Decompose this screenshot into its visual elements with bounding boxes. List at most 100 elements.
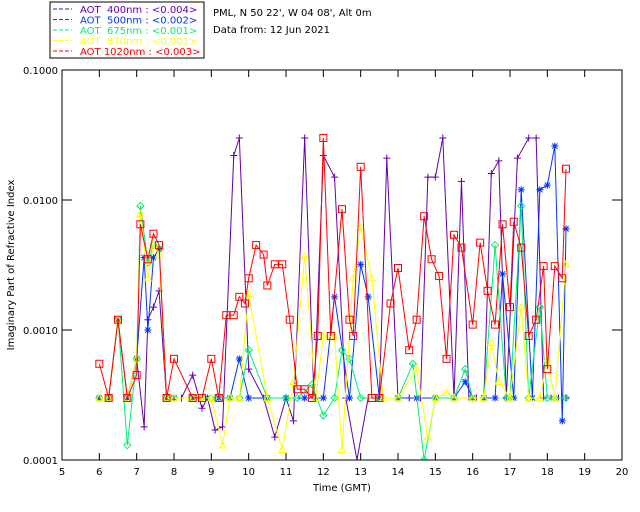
x-tick-label: 17 bbox=[504, 467, 517, 478]
triangle-marker bbox=[154, 250, 164, 258]
square-marker bbox=[155, 241, 164, 250]
diamond-marker bbox=[207, 393, 216, 403]
plus-marker bbox=[211, 426, 219, 434]
plus-marker bbox=[439, 134, 447, 142]
asterisk-marker bbox=[517, 186, 525, 194]
asterisk-marker bbox=[245, 394, 253, 402]
series-line bbox=[99, 145, 567, 421]
square-marker bbox=[313, 331, 322, 340]
diamond-marker bbox=[468, 393, 477, 403]
square-marker bbox=[394, 263, 402, 272]
plus-marker bbox=[331, 173, 339, 181]
plus-marker bbox=[383, 154, 391, 162]
square-marker bbox=[468, 320, 477, 329]
diamond-marker bbox=[524, 393, 533, 403]
square-marker bbox=[300, 385, 309, 394]
diamond-marker bbox=[419, 455, 429, 460]
square-marker bbox=[123, 393, 132, 402]
diamond-marker bbox=[356, 393, 365, 403]
square-marker bbox=[162, 393, 171, 402]
diamond-marker bbox=[345, 354, 354, 364]
x-tick-label: 8 bbox=[171, 467, 177, 478]
triangle-marker bbox=[516, 302, 526, 311]
triangle-marker bbox=[104, 393, 114, 402]
plus-marker bbox=[245, 365, 253, 373]
triangle-marker bbox=[206, 393, 216, 402]
plus-marker bbox=[189, 371, 197, 379]
series-layer bbox=[94, 133, 571, 460]
series-line bbox=[99, 205, 566, 460]
triangle-marker bbox=[122, 393, 132, 402]
triangle-marker bbox=[561, 259, 571, 268]
square-marker bbox=[285, 315, 294, 324]
asterisk-marker bbox=[491, 394, 499, 402]
plus-marker bbox=[513, 154, 521, 162]
series-line bbox=[99, 213, 567, 450]
triangle-marker bbox=[289, 377, 298, 386]
square-marker bbox=[244, 274, 253, 283]
plus-marker bbox=[424, 173, 432, 181]
triangle-marker bbox=[524, 393, 534, 402]
plus-marker bbox=[301, 134, 309, 142]
plus-marker bbox=[219, 423, 227, 431]
diamond-marker bbox=[505, 393, 515, 403]
triangle-marker bbox=[348, 273, 358, 282]
asterisk-marker bbox=[562, 225, 570, 233]
triangle-marker bbox=[486, 338, 496, 346]
square-marker bbox=[476, 238, 485, 247]
diamond-marker bbox=[337, 345, 347, 355]
triangle-marker bbox=[423, 432, 433, 441]
triangle-marker bbox=[169, 393, 179, 402]
plus-marker bbox=[140, 423, 148, 431]
square-marker bbox=[345, 315, 354, 324]
legend-label: AOT 400nm : <0.004> bbox=[80, 5, 197, 16]
x-tick-label: 15 bbox=[429, 467, 442, 478]
asterisk-marker bbox=[543, 181, 551, 189]
asterisk-marker bbox=[558, 417, 566, 425]
square-marker bbox=[104, 393, 113, 402]
plus-marker bbox=[353, 456, 361, 460]
diamond-marker bbox=[490, 240, 500, 250]
plus-marker bbox=[487, 169, 495, 177]
triangle-marker bbox=[262, 393, 272, 402]
asterisk-marker bbox=[95, 394, 103, 402]
triangle-marker bbox=[356, 222, 366, 231]
diamond-marker bbox=[393, 393, 403, 403]
triangle-marker bbox=[234, 393, 244, 402]
square-marker bbox=[457, 243, 466, 252]
triangle-marker bbox=[162, 393, 171, 402]
square-marker bbox=[349, 331, 358, 340]
square-marker bbox=[562, 164, 570, 173]
x-tick-label: 11 bbox=[280, 467, 293, 478]
diamond-marker bbox=[330, 393, 339, 403]
asterisk-marker bbox=[149, 254, 157, 262]
square-marker bbox=[427, 255, 436, 264]
diamond-marker bbox=[281, 393, 291, 403]
x-tick-label: 10 bbox=[242, 467, 255, 478]
series-4 bbox=[95, 133, 570, 402]
diamond-marker bbox=[225, 393, 235, 403]
triangle-marker bbox=[479, 393, 489, 402]
asterisk-marker bbox=[364, 293, 372, 301]
square-marker bbox=[170, 354, 178, 363]
diamond-marker bbox=[460, 364, 470, 374]
plot-frame bbox=[61, 69, 623, 461]
asterisk-marker bbox=[144, 326, 152, 334]
header-date: Data from: 12 Jun 2021 bbox=[213, 25, 330, 36]
square-marker bbox=[259, 250, 268, 259]
square-marker bbox=[207, 354, 216, 363]
square-marker bbox=[483, 286, 492, 295]
diamond-marker bbox=[516, 201, 526, 211]
x-tick-label: 16 bbox=[466, 467, 479, 478]
square-marker bbox=[235, 292, 244, 301]
legend-box bbox=[49, 1, 205, 59]
asterisk-marker bbox=[461, 378, 469, 386]
square-marker bbox=[420, 212, 429, 221]
x-tick-label: 7 bbox=[133, 467, 139, 478]
square-marker bbox=[132, 371, 141, 380]
diamond-marker bbox=[408, 359, 418, 368]
square-marker bbox=[136, 220, 145, 229]
asterisk-marker bbox=[551, 142, 559, 150]
triangle-marker bbox=[430, 393, 440, 402]
square-marker bbox=[308, 393, 317, 402]
